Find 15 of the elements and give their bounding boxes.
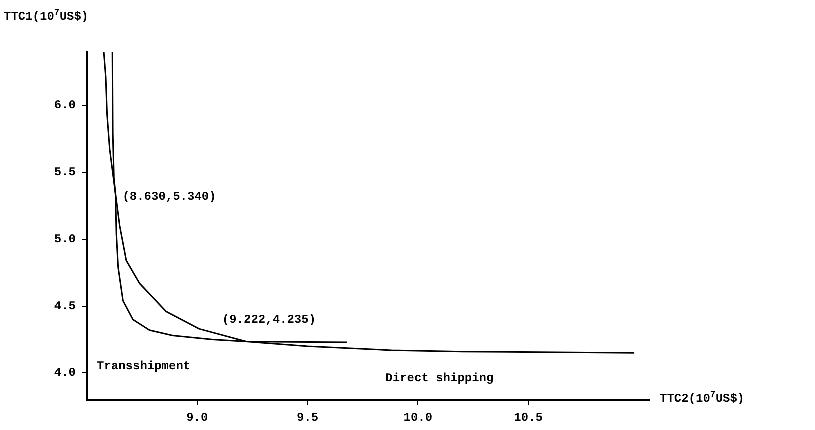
x-axis-title: TTC2(10$^{7}$US$)	[660, 390, 745, 406]
y-axis-title: TTC1(10$^{7}$US$)	[4, 8, 89, 24]
y-tick-label: 5.0	[54, 232, 76, 246]
series-label: Direct shipping	[386, 371, 494, 386]
y-tick-label: 6.0	[54, 98, 76, 113]
annotation: (9.222,4.235)	[222, 312, 316, 327]
y-tick-label: 4.5	[54, 299, 76, 314]
x-tick-label: 9.5	[296, 411, 319, 426]
y-tick-label: 4.0	[54, 366, 76, 380]
annotation: (8.630,5.340)	[122, 190, 216, 204]
series-label: Transshipment	[97, 359, 191, 374]
x-tick-label: 10.5	[514, 411, 543, 426]
y-tick-label: 5.5	[54, 165, 76, 180]
x-tick-label: 9.0	[186, 411, 208, 426]
x-tick-label: 10.0	[404, 411, 433, 426]
